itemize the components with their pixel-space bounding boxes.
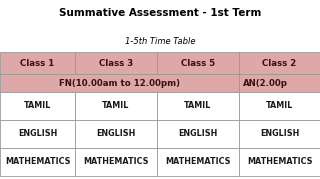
Bar (0, 52, 75, 74)
Bar (239, 52, 320, 74)
Text: MATHEMATICS: MATHEMATICS (5, 158, 70, 166)
Bar (75, 148, 157, 176)
Bar (75, 120, 157, 148)
Bar (239, 120, 320, 148)
Text: TAMIL: TAMIL (184, 101, 212, 110)
Bar (157, 148, 239, 176)
Bar (75, 52, 157, 74)
Text: TAMIL: TAMIL (24, 101, 51, 110)
Text: Class 1: Class 1 (20, 59, 55, 67)
Text: AN(2.00p: AN(2.00p (243, 79, 288, 88)
Text: FN(10.00am to 12.00pm): FN(10.00am to 12.00pm) (59, 79, 180, 88)
Text: Summative Assessment - 1st Term: Summative Assessment - 1st Term (59, 8, 261, 18)
Text: MATHEMATICS: MATHEMATICS (247, 158, 312, 166)
Bar (0, 74, 239, 92)
Text: ENGLISH: ENGLISH (18, 129, 57, 139)
Text: Class 3: Class 3 (99, 59, 133, 67)
Bar (157, 120, 239, 148)
Bar (157, 92, 239, 120)
Text: ENGLISH: ENGLISH (178, 129, 218, 139)
Text: MATHEMATICS: MATHEMATICS (83, 158, 149, 166)
Text: MATHEMATICS: MATHEMATICS (165, 158, 231, 166)
Text: 1-5th Time Table: 1-5th Time Table (125, 37, 195, 47)
Text: ENGLISH: ENGLISH (260, 129, 299, 139)
Text: ENGLISH: ENGLISH (96, 129, 136, 139)
Bar (239, 92, 320, 120)
Bar (0, 120, 75, 148)
Text: TAMIL: TAMIL (266, 101, 293, 110)
Bar (157, 52, 239, 74)
Text: TAMIL: TAMIL (102, 101, 130, 110)
Bar (0, 148, 75, 176)
Bar (0, 92, 75, 120)
Bar (75, 92, 157, 120)
Bar (239, 74, 320, 92)
Text: Class 2: Class 2 (262, 59, 297, 67)
Bar (239, 148, 320, 176)
Text: Class 5: Class 5 (181, 59, 215, 67)
